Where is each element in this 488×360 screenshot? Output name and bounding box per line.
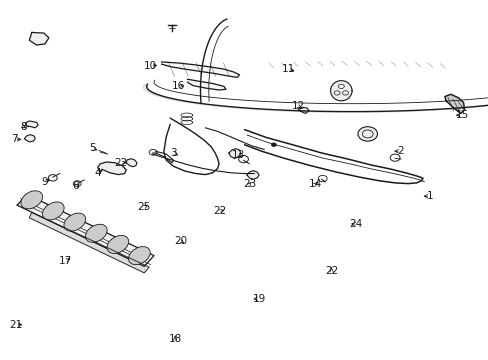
Circle shape bbox=[271, 143, 276, 147]
Polygon shape bbox=[228, 149, 240, 158]
Circle shape bbox=[357, 127, 377, 141]
Polygon shape bbox=[98, 162, 126, 175]
Text: 22: 22 bbox=[213, 206, 226, 216]
Text: 19: 19 bbox=[252, 294, 265, 304]
Text: 1: 1 bbox=[426, 191, 433, 201]
Polygon shape bbox=[17, 194, 154, 266]
Text: 7: 7 bbox=[11, 134, 18, 144]
Ellipse shape bbox=[85, 224, 107, 242]
Polygon shape bbox=[161, 62, 239, 77]
Text: 22: 22 bbox=[324, 266, 338, 276]
Polygon shape bbox=[298, 107, 308, 113]
Text: 4: 4 bbox=[94, 168, 101, 178]
Text: 14: 14 bbox=[308, 179, 322, 189]
Ellipse shape bbox=[64, 213, 85, 231]
Text: 13: 13 bbox=[231, 150, 245, 160]
Polygon shape bbox=[25, 121, 38, 128]
Text: 11: 11 bbox=[281, 64, 295, 74]
Text: 21: 21 bbox=[9, 320, 22, 330]
Ellipse shape bbox=[21, 191, 42, 209]
Text: 18: 18 bbox=[168, 334, 182, 344]
Text: 24: 24 bbox=[348, 219, 362, 229]
Text: 2: 2 bbox=[397, 146, 404, 156]
Ellipse shape bbox=[42, 202, 64, 220]
Polygon shape bbox=[24, 135, 35, 142]
Text: 3: 3 bbox=[170, 148, 177, 158]
Polygon shape bbox=[330, 81, 351, 101]
Text: 15: 15 bbox=[454, 110, 468, 120]
Polygon shape bbox=[246, 171, 259, 179]
Text: 23: 23 bbox=[242, 179, 256, 189]
Text: 10: 10 bbox=[144, 60, 157, 71]
Text: 8: 8 bbox=[20, 122, 27, 132]
Text: 22: 22 bbox=[114, 158, 128, 168]
Polygon shape bbox=[187, 79, 225, 90]
Polygon shape bbox=[29, 212, 149, 273]
Text: 20: 20 bbox=[174, 236, 187, 246]
Text: 17: 17 bbox=[58, 256, 72, 266]
Text: 12: 12 bbox=[291, 101, 305, 111]
Text: 16: 16 bbox=[171, 81, 185, 91]
Polygon shape bbox=[29, 32, 49, 45]
Text: 5: 5 bbox=[89, 143, 96, 153]
Text: 25: 25 bbox=[137, 202, 151, 212]
Polygon shape bbox=[126, 159, 137, 167]
Polygon shape bbox=[444, 94, 464, 113]
Text: 6: 6 bbox=[72, 181, 79, 191]
Text: 9: 9 bbox=[41, 177, 48, 187]
Ellipse shape bbox=[107, 235, 128, 253]
Ellipse shape bbox=[128, 247, 150, 265]
